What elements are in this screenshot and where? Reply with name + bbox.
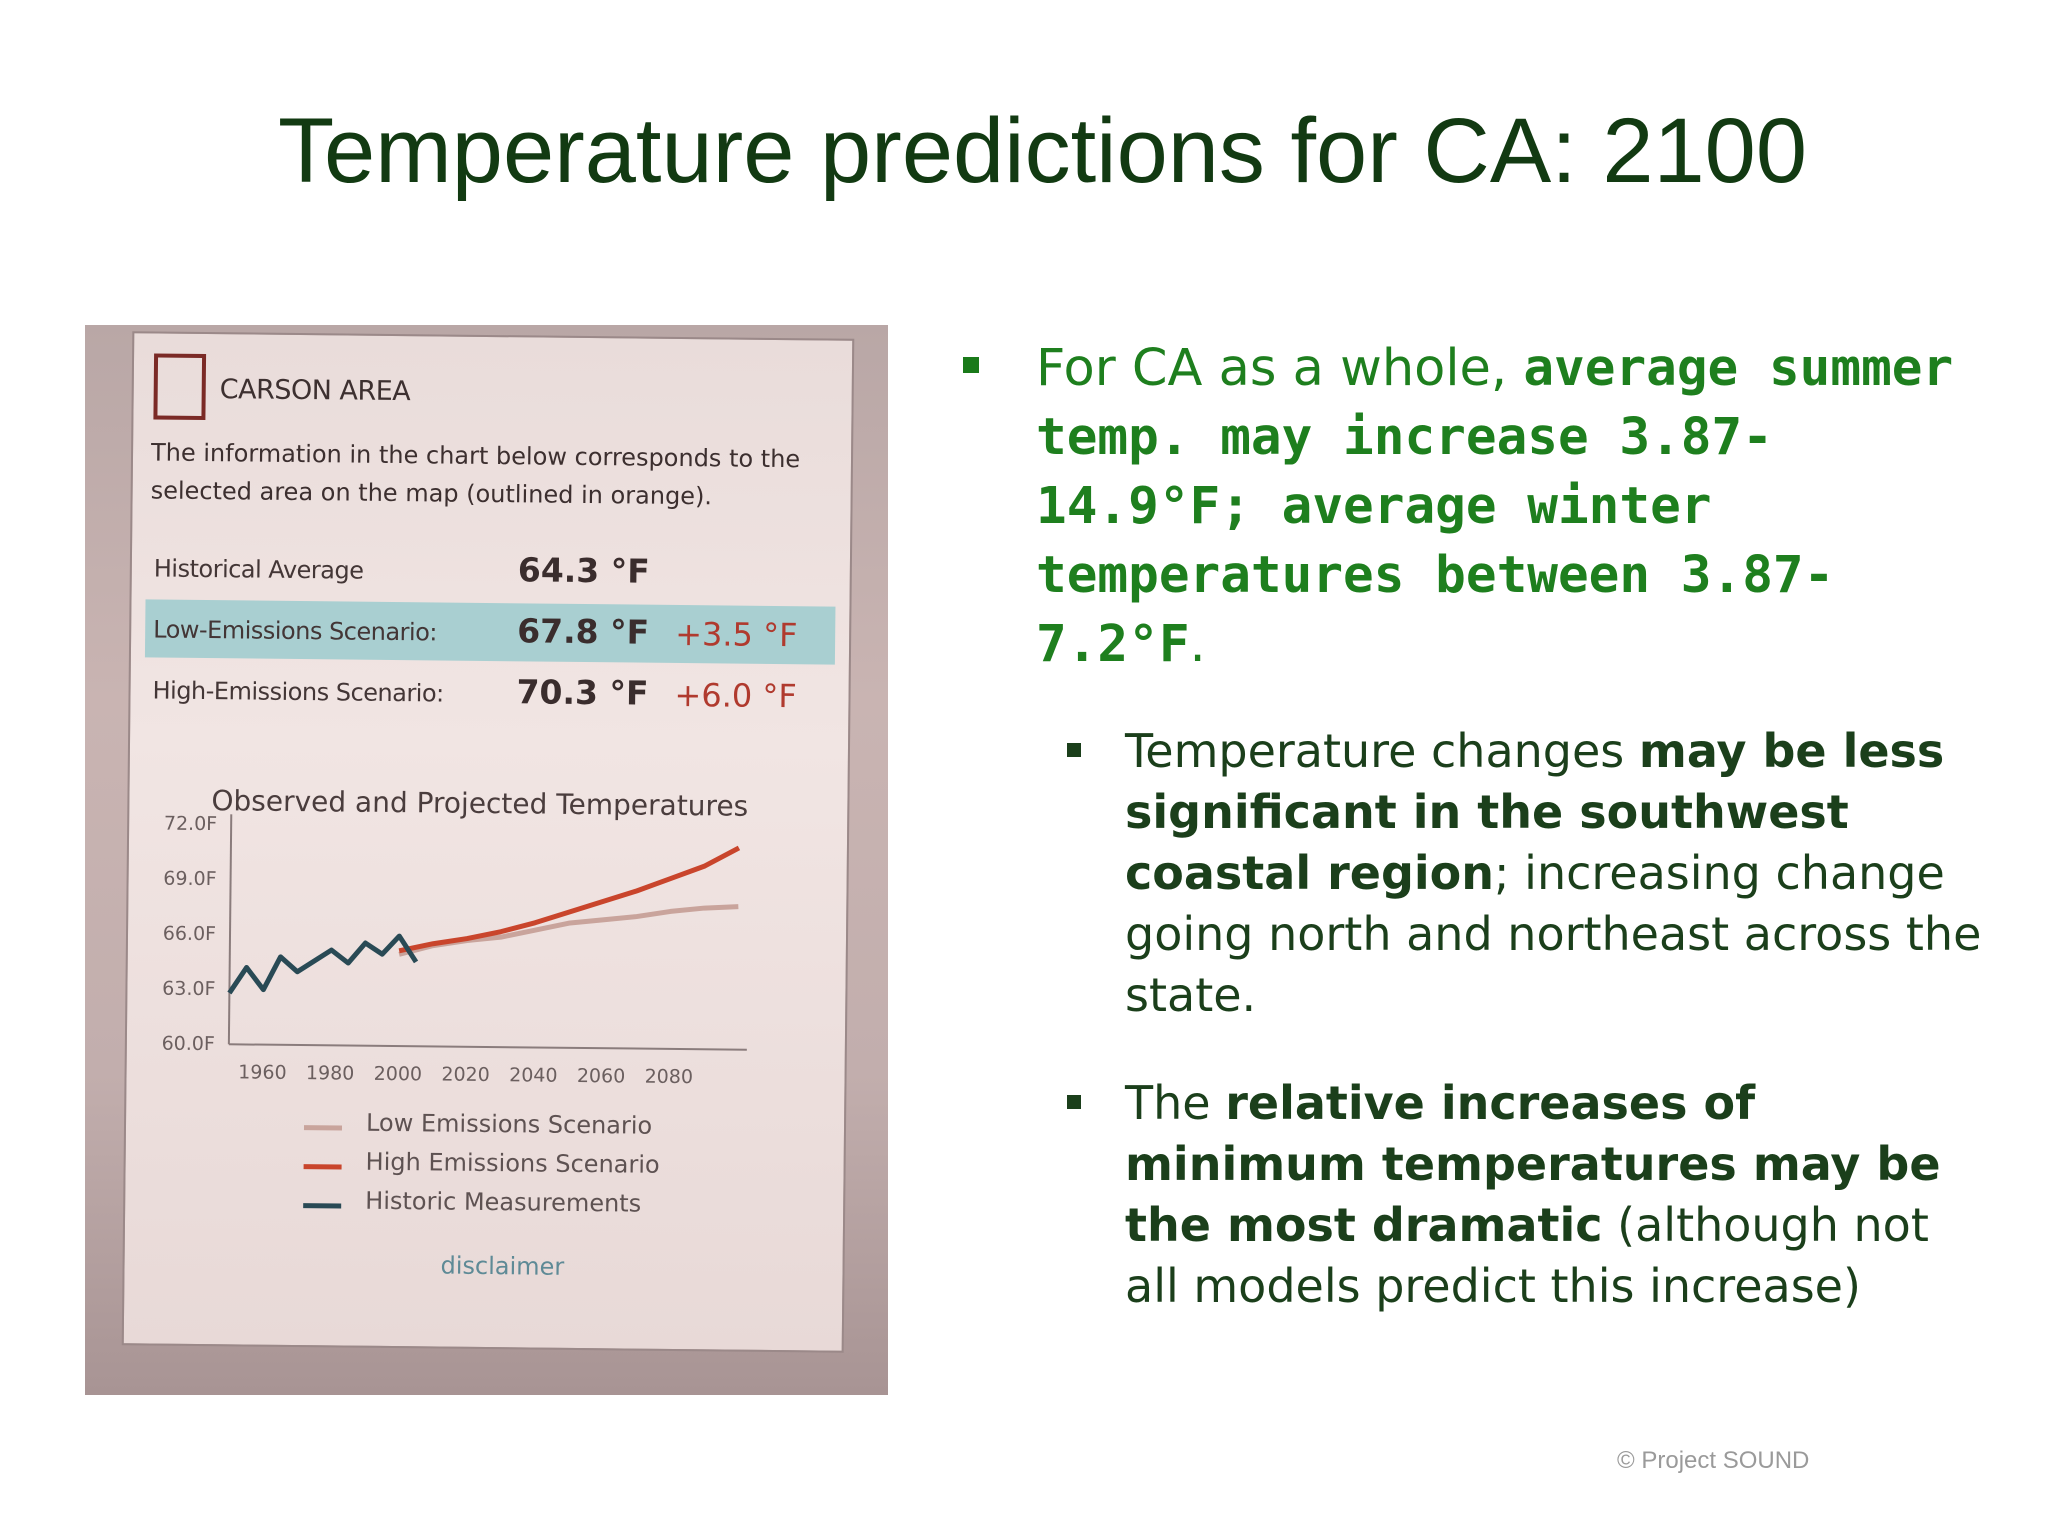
x-tick-label: 2020 (441, 1064, 490, 1087)
legend-swatch-low (303, 1125, 343, 1131)
slide-title: Temperature predictions for CA: 2100 (277, 100, 1807, 202)
area-info-card: CARSON AREA The information in the chart… (121, 331, 855, 1353)
disclaimer-link[interactable]: disclaimer (440, 1251, 565, 1281)
bullet-marker (1067, 743, 1081, 757)
x-tick-label: 1960 (238, 1061, 287, 1084)
copyright-footer: © Project SOUND (1617, 1447, 1810, 1474)
bullet-sub-1-end: ; increasing change going north and nort… (1125, 846, 1982, 1022)
y-tick-label: 66.0F (163, 923, 216, 946)
bullet-sub-2-emphasis: relative increases of minimum temperatur… (1125, 1076, 1941, 1252)
row-historical: Historical Average 64.3 °F (146, 538, 837, 603)
bullet-marker (963, 357, 979, 373)
bullet-main: For CA as a whole, average summer temp. … (1036, 334, 1976, 679)
row-diff: +6.0 °F (674, 675, 798, 716)
series-line-3 (227, 933, 419, 995)
bullet-main-intro: For CA as a whole, (1036, 339, 1524, 398)
y-tick-label: 72.0F (164, 813, 217, 836)
y-tick-label: 69.0F (163, 868, 216, 891)
x-tick-label: 2000 (374, 1063, 423, 1086)
area-outline-swatch (153, 353, 207, 421)
area-info-text: The information in the chart below corre… (150, 438, 801, 511)
x-tick-label: 2060 (577, 1065, 626, 1088)
legend-historic: Historic Measurements (365, 1186, 642, 1218)
row-low-emissions: Low-Emissions Scenario: 67.8 °F +3.5 °F (144, 599, 836, 665)
bullet-main-emphasis: average summer temp. may increase 3.87-1… (1036, 339, 1954, 674)
row-high-emissions: High-Emissions Scenario: 70.3 °F +6.0 °F (144, 660, 835, 725)
row-value: 70.3 °F (516, 672, 649, 713)
row-diff: +3.5 °F (674, 614, 798, 655)
y-tick-label: 63.0F (162, 978, 215, 1001)
x-axis-line (228, 1043, 747, 1051)
x-tick-label: 1980 (306, 1062, 355, 1085)
chart-photo: CARSON AREA The information in the chart… (85, 325, 888, 1395)
bullet-sub-2-intro: The (1125, 1076, 1226, 1130)
bullet-sub-2: The relative increases of minimum temper… (1125, 1073, 1995, 1317)
row-value: 64.3 °F (517, 550, 651, 591)
legend-low: Low Emissions Scenario (365, 1108, 653, 1140)
bullet-marker (1067, 1095, 1081, 1109)
y-tick-label: 60.0F (162, 1033, 215, 1056)
y-axis-line (227, 814, 233, 1045)
temperature-chart: 72.0F 69.0F 66.0F 63.0F 60.0F 1960 1980 2000 202… (162, 813, 747, 1089)
bullet-sub-2-end: (although not all models predict this in… (1125, 1198, 1929, 1313)
legend-high: High Emissions Scenario (365, 1147, 660, 1179)
x-tick-label: 2040 (509, 1064, 558, 1087)
bullet-sub-1-intro: Temperature changes (1125, 724, 1639, 778)
bullet-sub-1-emphasis: may be less significant in the southwest… (1125, 724, 1945, 900)
bullet-sub-1: Temperature changes may be less signific… (1125, 721, 1995, 1026)
row-value: 67.8 °F (517, 611, 650, 652)
x-tick-label: 2080 (645, 1066, 694, 1089)
legend-swatch-historic (303, 1203, 342, 1209)
row-label: Historical Average (153, 554, 364, 585)
row-label: High-Emissions Scenario: (152, 676, 444, 708)
legend-swatch-high (303, 1164, 342, 1170)
area-title: CARSON AREA (219, 374, 411, 408)
series-line-2 (398, 845, 741, 954)
row-label: Low-Emissions Scenario: (153, 615, 438, 647)
bullet-main-end: . (1189, 615, 1206, 674)
